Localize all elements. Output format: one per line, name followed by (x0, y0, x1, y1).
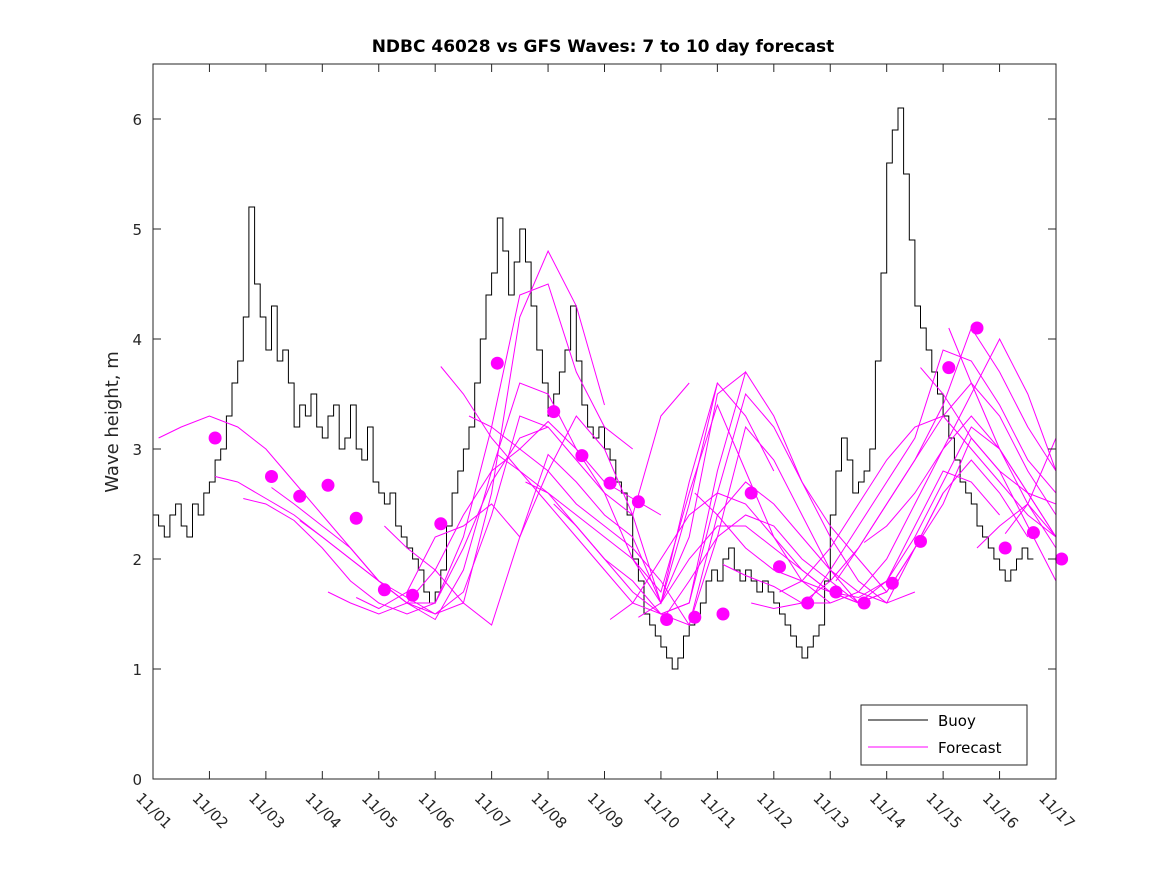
chart-title: NDBC 46028 vs GFS Waves: 7 to 10 day for… (372, 37, 835, 57)
forecast-marker (688, 610, 702, 624)
forecast-marker (208, 431, 222, 445)
forecast-run-line (779, 415, 1056, 593)
x-tick-label: 11/02 (189, 789, 232, 832)
x-tick-label: 11/01 (132, 789, 175, 832)
forecast-run-line (948, 327, 1056, 549)
forecast-marker (406, 588, 420, 602)
forecast-markers (208, 321, 1069, 626)
forecast-run-line (299, 382, 690, 615)
forecast-marker (801, 596, 815, 610)
y-axis-label: Wave height, m (102, 351, 123, 492)
forecast-marker (885, 576, 899, 590)
x-tick-label: 11/13 (809, 789, 852, 832)
forecast-run-line (722, 337, 1056, 604)
x-tick-label: 11/14 (866, 789, 909, 832)
forecast-marker (575, 449, 589, 463)
forecast-run-line (271, 382, 662, 621)
forecast-run-line (920, 367, 1056, 505)
forecast-marker (631, 495, 645, 509)
x-tick-label: 11/05 (358, 789, 401, 832)
y-tick-label: 2 (132, 551, 142, 569)
forecast-marker (1026, 526, 1040, 540)
forecast-marker (744, 486, 758, 500)
x-tick-label: 11/08 (527, 789, 570, 832)
forecast-marker (998, 541, 1012, 555)
y-tick-label: 0 (132, 771, 142, 789)
x-tick-label: 11/09 (584, 789, 627, 832)
forecast-run-line (214, 249, 605, 615)
forecast-marker (660, 613, 674, 626)
forecast-run-line (863, 415, 1056, 543)
forecast-marker (1055, 552, 1069, 566)
forecast-run-line (384, 381, 775, 626)
forecast-run-line (468, 415, 859, 627)
forecast-marker (914, 534, 927, 548)
legend-buoy-label: Buoy (938, 712, 976, 730)
legend: Buoy Forecast (860, 704, 1028, 766)
forecast-marker (857, 596, 871, 610)
forecast-marker (547, 405, 561, 419)
y-axis: 0 1 2 3 4 5 6 (132, 111, 1056, 789)
forecast-marker (321, 478, 335, 492)
legend-box (860, 704, 1028, 766)
buoy-line (153, 107, 1034, 670)
x-tick-label: 11/10 (640, 789, 683, 832)
x-tick-label: 11/04 (301, 789, 344, 832)
forecast-marker (942, 361, 956, 375)
x-tick-label: 11/12 (753, 789, 796, 832)
x-tick-label: 11/16 (979, 789, 1022, 832)
forecast-marker (970, 321, 984, 335)
forecast-run-line (553, 481, 944, 626)
y-tick-label: 1 (132, 661, 142, 679)
forecast-marker (603, 476, 617, 490)
y-tick-label: 3 (132, 441, 142, 459)
forecast-marker (377, 583, 391, 597)
forecast-marker (434, 517, 448, 531)
forecast-marker (773, 560, 786, 574)
x-tick-label: 11/11 (697, 789, 740, 832)
forecast-run-line (1004, 437, 1056, 535)
y-tick-label: 5 (132, 221, 142, 239)
x-tick-label: 11/17 (1035, 789, 1078, 832)
y-tick-label: 4 (132, 331, 142, 349)
forecast-run-line (243, 283, 634, 615)
x-tick-label: 11/06 (414, 789, 457, 832)
x-tick-label: 11/03 (245, 789, 288, 832)
forecast-run-line (440, 366, 831, 604)
forecast-marker (829, 585, 843, 599)
forecast-marker (293, 489, 307, 503)
legend-forecast-label: Forecast (938, 739, 1002, 757)
forecast-marker (716, 607, 730, 621)
buoy-series (153, 107, 1034, 670)
forecast-run-line (807, 349, 1056, 604)
forecast-series (158, 249, 1056, 627)
forecast-marker (490, 356, 504, 370)
x-tick-label: 11/15 (922, 789, 965, 832)
forecast-marker (349, 511, 363, 525)
x-tick-label: 11/07 (471, 789, 514, 832)
y-tick-label: 6 (132, 111, 142, 129)
forecast-marker (265, 470, 278, 483)
forecast-run-line (976, 503, 1056, 549)
